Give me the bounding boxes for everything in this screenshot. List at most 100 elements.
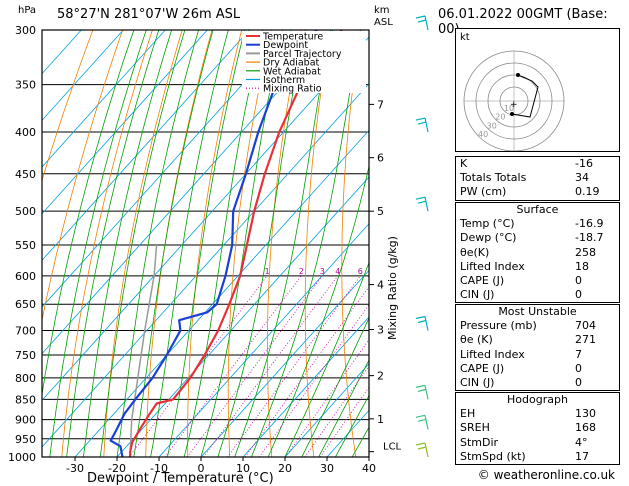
pressure-tick-label: 850 — [15, 393, 36, 406]
stat-row: EH 130 — [456, 407, 619, 421]
pressure-unit-label: hPa — [18, 5, 37, 16]
isotherm — [42, 30, 292, 308]
panel-title: Most Unstable — [498, 305, 577, 318]
stat-value: 0 — [575, 361, 582, 375]
isotherm — [284, 363, 369, 457]
dry-adiabat — [42, 30, 124, 323]
stat-row: θe (K) 271 — [456, 333, 619, 347]
height-tick-label: 3 — [377, 323, 384, 336]
legend-entry: Dewpoint — [263, 40, 308, 51]
stat-value: 34 — [575, 171, 589, 185]
stat-value: 0 — [575, 288, 582, 302]
stat-label: Temp (°C) — [460, 217, 515, 231]
wet-adiabat — [267, 164, 369, 457]
stat-label: θe (K) — [460, 333, 493, 347]
pressure-tick-label: 700 — [15, 325, 36, 338]
wet-adiabat — [49, 30, 147, 457]
panel-title: Hodograph — [507, 393, 568, 406]
stat-value: 7 — [575, 347, 582, 361]
stat-value: 0 — [575, 273, 582, 287]
x-tick-label: 10 — [236, 462, 250, 475]
stat-value: -16.9 — [575, 217, 604, 231]
wet-adiabat — [150, 30, 229, 457]
panel-title: Surface — [516, 203, 559, 216]
temperature-profile — [128, 30, 343, 457]
wet-adiabat — [167, 30, 246, 457]
stat-row: CIN (J) 0 — [456, 288, 619, 302]
stat-label: Lifted Index — [460, 347, 525, 361]
pressure-tick-label: 400 — [15, 126, 36, 139]
height-unit-label: km ASL — [374, 5, 393, 29]
pressure-tick-label: 650 — [15, 298, 36, 311]
credit-text: © weatheronline.co.uk — [477, 468, 615, 482]
mixing-ratio-label: 4 — [335, 267, 340, 276]
wet-adiabat — [116, 30, 199, 457]
stat-label: Dewp (°C) — [460, 231, 517, 245]
location-header: 58°27'N 281°07'W 26m ASL — [57, 7, 241, 22]
x-tick-label: -10 — [150, 462, 168, 475]
wind-barbs — [415, 15, 429, 458]
x-tick-label: 20 — [278, 462, 292, 475]
stat-label: K — [460, 157, 468, 170]
stat-label: CAPE (J) — [460, 273, 505, 287]
stat-value: 18 — [575, 259, 589, 273]
mixing-ratio-line — [186, 275, 323, 457]
stat-value: 130 — [575, 407, 596, 421]
dry-adiabat — [42, 30, 94, 182]
stat-row: SREH 168 — [456, 421, 619, 435]
storm-motion-marker: + — [510, 100, 518, 110]
isotherm — [42, 30, 208, 215]
mixing-ratio-label: 25 — [442, 267, 452, 276]
hodograph-ring-label: 40 — [478, 130, 488, 139]
height-tick-label: 2 — [377, 370, 384, 383]
pressure-tick-label: 1000 — [8, 451, 36, 464]
stat-row: CAPE (J) 0 — [456, 274, 619, 288]
stat-label: Lifted Index — [460, 259, 525, 273]
x-tick-label: -30 — [66, 462, 84, 475]
x-axis-label: Dewpoint / Temperature (°C) — [87, 471, 274, 486]
x-tick-label: -20 — [108, 462, 126, 475]
mixing-ratio-label: 20 — [428, 267, 438, 276]
dry-adiabat — [61, 30, 153, 457]
isotherm — [42, 30, 124, 121]
pressure-tick-label: 300 — [15, 24, 36, 37]
wet-adiabat — [251, 30, 361, 457]
wind-barb — [415, 196, 429, 212]
wind-barb — [415, 15, 429, 31]
wet-adiabat — [66, 30, 160, 457]
wet-adiabat — [183, 30, 264, 457]
stat-value: -18.7 — [575, 231, 604, 245]
wind-barb — [415, 315, 429, 331]
stat-row: Lifted Index 18 — [456, 260, 619, 274]
mixing-ratio-label: 15 — [410, 267, 420, 276]
hodograph-point — [516, 73, 520, 77]
isotherm — [42, 83, 369, 448]
indices-panel: K -16 Totals Totals 34 PW (cm) 0.19 — [455, 156, 620, 201]
stat-row: Totals Totals 34 — [456, 171, 619, 185]
dry-adiabat — [103, 30, 183, 457]
stat-value: 258 — [575, 245, 596, 259]
hodograph-point — [510, 112, 514, 116]
height-tick-label: 5 — [377, 205, 384, 218]
mixing-ratio-line — [244, 286, 369, 457]
height-tick-label: 6 — [377, 152, 384, 165]
stat-row: Lifted Index 7 — [456, 348, 619, 362]
wind-barb — [415, 384, 429, 400]
isotherm — [42, 30, 166, 168]
datetime-header: 06.01.2022 00GMT (Base: 00) — [438, 7, 608, 37]
legend-entry: Isotherm — [263, 75, 305, 86]
mixing-ratio-line — [227, 275, 361, 457]
wet-adiabat — [301, 317, 369, 457]
legend-box — [242, 31, 366, 93]
mixing-ratio-label: 8 — [374, 267, 379, 276]
pressure-tick-label: 750 — [15, 349, 36, 362]
stat-value: 4° — [575, 435, 588, 449]
pressure-tick-label: 600 — [15, 270, 36, 283]
dewpoint-profile — [109, 30, 318, 457]
hodograph-unit-label: kt — [460, 32, 470, 43]
stat-label: Totals Totals — [460, 171, 527, 185]
most-unstable-panel: Most Unstable Pressure (mb) 704 θe (K) 271 Li… — [455, 304, 620, 392]
wet-adiabat — [234, 30, 332, 457]
